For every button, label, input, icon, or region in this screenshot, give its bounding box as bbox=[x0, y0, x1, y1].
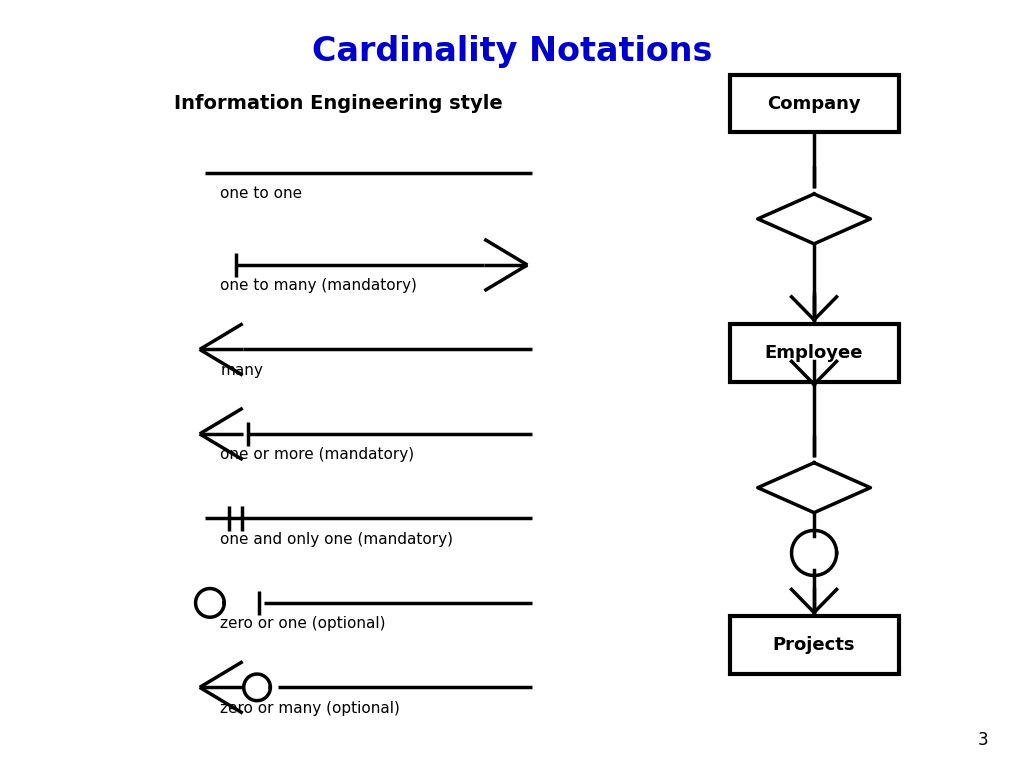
Text: Cardinality Notations: Cardinality Notations bbox=[312, 35, 712, 68]
Text: one to many (mandatory): one to many (mandatory) bbox=[220, 278, 417, 293]
Text: one to one: one to one bbox=[220, 186, 302, 201]
Bar bbox=[729, 324, 899, 382]
Text: one or more (mandatory): one or more (mandatory) bbox=[220, 447, 415, 462]
Text: Projects: Projects bbox=[773, 636, 855, 654]
Text: zero or many (optional): zero or many (optional) bbox=[220, 700, 400, 716]
Text: Information Engineering style: Information Engineering style bbox=[174, 94, 503, 113]
Text: zero or one (optional): zero or one (optional) bbox=[220, 616, 386, 631]
Text: one and only one (mandatory): one and only one (mandatory) bbox=[220, 531, 454, 547]
Bar bbox=[729, 616, 899, 674]
Text: Company: Company bbox=[767, 94, 861, 113]
Text: 3: 3 bbox=[978, 731, 988, 749]
Text: many: many bbox=[220, 362, 263, 378]
Text: Employee: Employee bbox=[765, 344, 863, 362]
Bar bbox=[729, 75, 899, 133]
